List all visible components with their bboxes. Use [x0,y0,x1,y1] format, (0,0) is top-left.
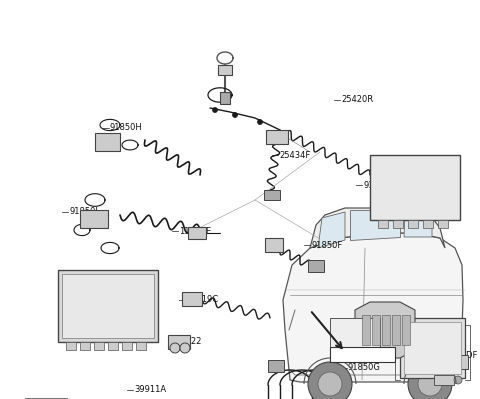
Circle shape [318,372,342,396]
Bar [108,342,118,350]
Circle shape [180,343,190,353]
Polygon shape [350,210,400,240]
Circle shape [170,343,180,353]
Bar [438,220,448,228]
Text: 1123AE: 1123AE [179,227,211,235]
Bar [220,92,230,104]
Bar [450,355,468,369]
Bar [62,274,154,338]
Bar [393,220,403,228]
Circle shape [213,107,217,113]
Bar [362,315,370,345]
Circle shape [420,338,440,358]
Circle shape [308,362,352,399]
Text: REF.60-640: REF.60-640 [341,350,388,359]
Circle shape [257,119,263,124]
Polygon shape [404,212,432,237]
Text: 91400D: 91400D [363,180,396,190]
Circle shape [232,113,238,117]
Bar [188,227,206,239]
Bar [25,398,67,399]
Bar [370,155,460,220]
Bar [404,322,461,374]
Bar [122,342,132,350]
Text: 25434F: 25434F [279,150,310,160]
Text: 25420R: 25420R [341,95,373,105]
Bar [95,133,120,151]
Polygon shape [310,208,445,248]
Polygon shape [355,302,415,358]
Bar [182,292,202,306]
Text: 25419C: 25419C [186,296,218,304]
Bar [218,65,232,75]
Bar [308,260,324,272]
Bar [330,318,380,348]
Bar [66,342,76,350]
Bar [266,130,288,144]
Circle shape [454,376,462,384]
Bar [423,220,433,228]
Text: 91850J: 91850J [69,207,98,217]
Text: 39911A: 39911A [134,385,166,395]
Bar [94,342,104,350]
Text: 91850F: 91850F [311,241,342,249]
Bar [408,220,418,228]
Text: REF.60-640: REF.60-640 [341,350,384,358]
Bar [378,220,388,228]
Bar [400,318,465,378]
Bar [80,210,108,228]
Bar [330,347,395,362]
Bar [372,315,380,345]
Polygon shape [283,233,463,382]
Circle shape [412,330,448,366]
Bar [58,270,158,342]
Polygon shape [318,212,345,248]
Bar [382,315,390,345]
Bar [80,342,90,350]
Text: 25910: 25910 [417,330,443,338]
Text: 91850G: 91850G [348,363,381,373]
Bar [268,360,284,372]
Bar [136,342,146,350]
Bar [392,315,400,345]
Bar [434,375,454,385]
Bar [402,315,410,345]
Bar [168,335,190,349]
Circle shape [418,372,442,396]
Text: 1125DF: 1125DF [445,350,478,359]
Text: 91850H: 91850H [110,124,143,132]
Bar [265,238,283,252]
Text: 91822: 91822 [176,338,203,346]
Bar [264,190,280,200]
Circle shape [426,344,434,352]
Circle shape [408,362,452,399]
